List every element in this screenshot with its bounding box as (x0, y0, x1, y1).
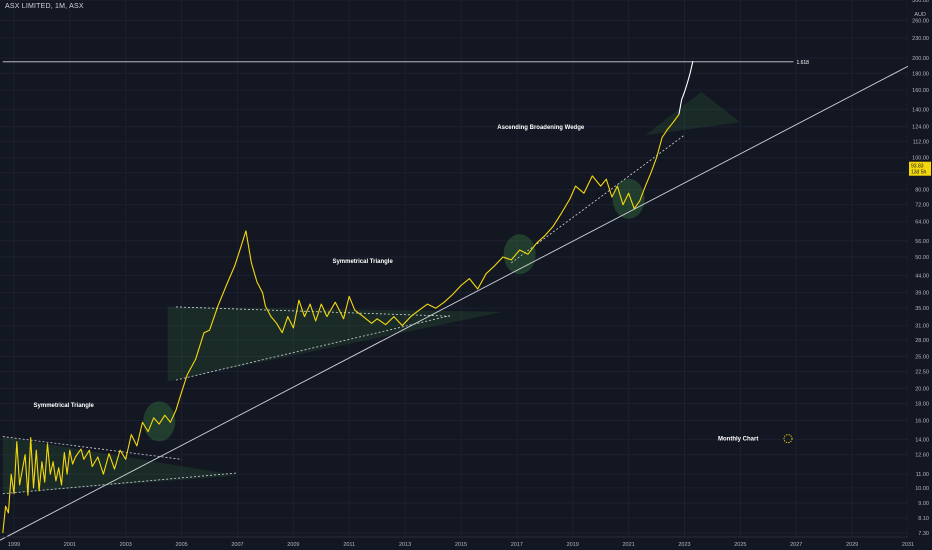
series-line-1 (678, 60, 694, 115)
time-tick-label: 2001 (64, 542, 76, 548)
drawing-lines: 1.618 (0, 60, 909, 541)
price-series (2, 60, 694, 534)
price-tick-label: 18.00 (915, 402, 929, 408)
price-tick-label: 20.00 (915, 386, 929, 392)
annotations: Symmetrical Triangle Symmetrical Triangle… (34, 125, 759, 443)
price-tick-label: 16.00 (915, 418, 929, 424)
price-tick-label: 112.00 (913, 139, 929, 145)
time-tick-label: 2011 (343, 542, 355, 548)
time-tick-label: 2017 (511, 542, 523, 548)
price-tick-label: 35.00 (915, 306, 929, 312)
price-tick-label: 160.00 (912, 88, 929, 94)
time-tick-label: 2021 (622, 542, 634, 548)
time-tick-label: 2009 (287, 542, 299, 548)
symbol-title[interactable]: ASX LIMITED, 1M, ASX (5, 3, 84, 10)
annotation-text: Monthly Chart (718, 437, 758, 443)
price-tick-label: 124.00 (912, 125, 929, 131)
price-tick-label: 11.00 (916, 472, 929, 478)
price-tick-label: 14.00 (915, 438, 929, 444)
time-tick-label: 2031 (902, 542, 914, 548)
price-tick-label: 28.00 (915, 338, 929, 344)
time-tick-label: 2023 (678, 542, 690, 548)
grid (0, 0, 909, 537)
last-price-box (909, 161, 931, 176)
price-tick-label: 7.30 (918, 531, 929, 537)
time-axis[interactable]: 1999 2001 2003 2005 2007 2009 2011 2013 2015 2017… (0, 536, 914, 548)
currency-label: AUD (914, 12, 926, 18)
highlight-circle (143, 401, 176, 442)
highlight-circle (612, 178, 645, 219)
price-tick-label: 9.00 (918, 501, 929, 507)
price-tick-label: 50.00 (915, 255, 929, 261)
price-tick-label: 300.00 (912, 0, 929, 4)
price-axis[interactable]: 7.30 8.10 9.00 10.00 11.00 12.60 14.00 16.00 18.… (908, 0, 932, 550)
price-tick-label: 39.00 (915, 291, 929, 297)
price-tick-label: 180.00 (912, 71, 929, 77)
price-tick-label: 8.10 (918, 516, 929, 522)
bar-countdown: 13d 5h (911, 170, 927, 176)
annotation-text: Symmetrical Triangle (332, 259, 393, 265)
price-tick-label: 31.00 (915, 324, 929, 330)
price-tick-label: 12.60 (915, 453, 929, 459)
price-tick-label: 260.00 (912, 19, 929, 25)
spinner-icon (783, 434, 793, 444)
time-tick-label: 2007 (231, 542, 243, 548)
price-tick-label: 10.00 (915, 486, 929, 492)
time-tick-label: 2029 (846, 542, 858, 548)
price-axis-bg (908, 0, 932, 550)
time-tick-label: 2013 (399, 542, 411, 548)
price-tick-label: 64.00 (915, 220, 929, 226)
fib-level-label: 1.618 (796, 60, 809, 66)
price-tick-label: 22.50 (915, 370, 929, 376)
annotation-text: Symmetrical Triangle (34, 403, 95, 409)
price-tick-label: 72.00 (915, 203, 929, 209)
price-tick-label: 200.00 (912, 56, 929, 62)
price-tick-label: 25.00 (915, 354, 929, 360)
pattern-edge (2, 472, 238, 495)
price-tick-label: 80.00 (915, 188, 929, 194)
wedge-zone (645, 92, 741, 136)
highlight-circle (503, 234, 536, 275)
pattern-edge (175, 315, 450, 381)
time-tick-label: 2027 (790, 542, 802, 548)
last-price-value: 93.83 (911, 164, 924, 170)
support-trendline (0, 65, 909, 541)
time-tick-label: 2005 (175, 542, 187, 548)
annotation-text: Ascending Broadening Wedge (497, 125, 585, 131)
time-tick-label: 2015 (455, 542, 467, 548)
time-tick-label: 2019 (567, 542, 579, 548)
time-tick-label: 2025 (734, 542, 746, 548)
price-tick-label: 56.00 (915, 239, 929, 245)
price-tick-label: 44.00 (915, 273, 929, 279)
price-tick-label: 230.00 (912, 36, 929, 42)
series-line-0 (2, 114, 680, 534)
time-tick-label: 1999 (8, 542, 20, 548)
price-tick-label: 100.00 (912, 156, 929, 162)
price-tick-label: 140.00 (912, 107, 929, 113)
misc-marks (783, 434, 793, 444)
time-tick-label: 2003 (120, 542, 132, 548)
